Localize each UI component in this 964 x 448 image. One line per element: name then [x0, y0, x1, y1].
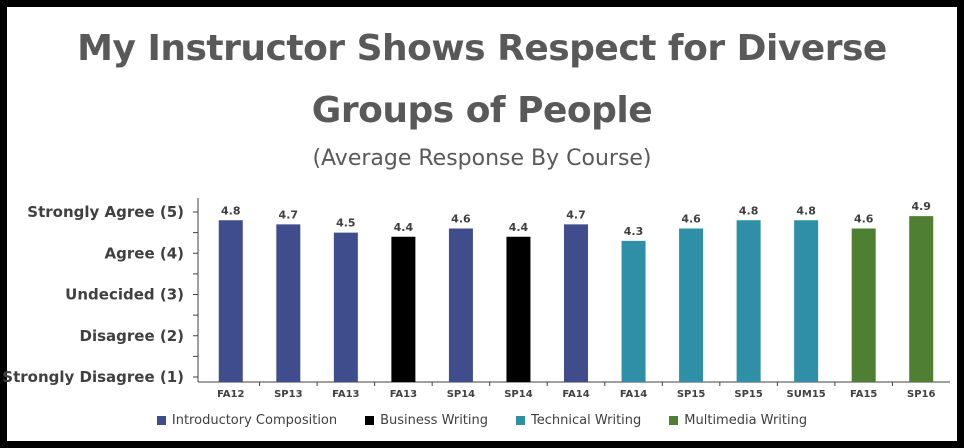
- data-label: 4.3: [624, 225, 644, 238]
- bar: [333, 232, 358, 382]
- data-label: 4.6: [854, 213, 874, 226]
- chart-legend: Introductory Composition Business Writin…: [0, 413, 964, 428]
- legend-swatch: [669, 416, 679, 425]
- x-tick-label: SP14: [447, 389, 475, 400]
- x-tick-label: FA13: [390, 389, 417, 400]
- bar: [851, 228, 876, 382]
- data-label: 4.8: [221, 204, 241, 217]
- data-label: 4.6: [451, 213, 471, 226]
- chart-title-line-1: My Instructor Shows Respect for Diverse: [77, 28, 887, 69]
- x-tick-label: FA13: [332, 389, 359, 400]
- legend-label: Introductory Composition: [171, 413, 338, 428]
- bar: [448, 228, 473, 382]
- bar: [909, 216, 934, 382]
- y-tick-label: Strongly Disagree (1): [2, 368, 184, 386]
- x-tick-label: FA12: [217, 389, 244, 400]
- legend-swatch: [365, 416, 375, 425]
- x-tick-label: SP15: [677, 389, 705, 400]
- bar: [794, 220, 819, 382]
- data-label: 4.4: [509, 221, 529, 234]
- legend-item-technical-writing: Technical Writing: [516, 413, 641, 428]
- x-tick-label: FA14: [562, 389, 589, 400]
- bar: [218, 220, 243, 382]
- legend-label: Business Writing: [380, 413, 489, 428]
- chart-subtitle: (Average Response By Course): [312, 146, 652, 171]
- data-label: 4.4: [394, 221, 414, 234]
- legend-swatch: [156, 416, 166, 425]
- data-label: 4.8: [739, 204, 759, 217]
- chart-title-line-2: Groups of People: [311, 90, 653, 131]
- legend-item-business-writing: Business Writing: [365, 413, 488, 428]
- bar: [391, 236, 416, 382]
- bar: [276, 224, 301, 382]
- x-tick-label: FA14: [620, 389, 647, 400]
- data-label: 4.9: [911, 200, 931, 213]
- x-tick-label: SP16: [907, 389, 935, 400]
- data-label: 4.6: [681, 213, 701, 226]
- bar: [506, 236, 531, 382]
- legend-item-introductory-composition: Introductory Composition: [156, 413, 338, 428]
- bar: [621, 240, 646, 382]
- bar: [679, 228, 704, 382]
- x-tick-label: SP13: [274, 389, 302, 400]
- data-label: 4.5: [336, 217, 356, 230]
- y-tick-label: Strongly Agree (5): [27, 203, 184, 221]
- x-tick-label: FA15: [850, 389, 877, 400]
- x-tick-label: SP14: [504, 389, 532, 400]
- x-tick-label: SP15: [734, 389, 762, 400]
- y-tick-label: Disagree (2): [80, 327, 185, 345]
- y-tick-label: Agree (4): [105, 244, 184, 262]
- bar: [564, 224, 588, 382]
- x-tick-label: SUM15: [787, 389, 826, 400]
- legend-label: Multimedia Writing: [684, 413, 808, 428]
- y-tick-label: Undecided (3): [65, 286, 184, 304]
- legend-label: Technical Writing: [531, 413, 642, 428]
- data-label: 4.8: [796, 204, 816, 217]
- legend-swatch: [516, 416, 526, 425]
- data-label: 4.7: [279, 208, 299, 221]
- data-label: 4.7: [566, 208, 586, 221]
- legend-item-multimedia-writing: Multimedia Writing: [669, 413, 807, 428]
- bar: [736, 220, 761, 382]
